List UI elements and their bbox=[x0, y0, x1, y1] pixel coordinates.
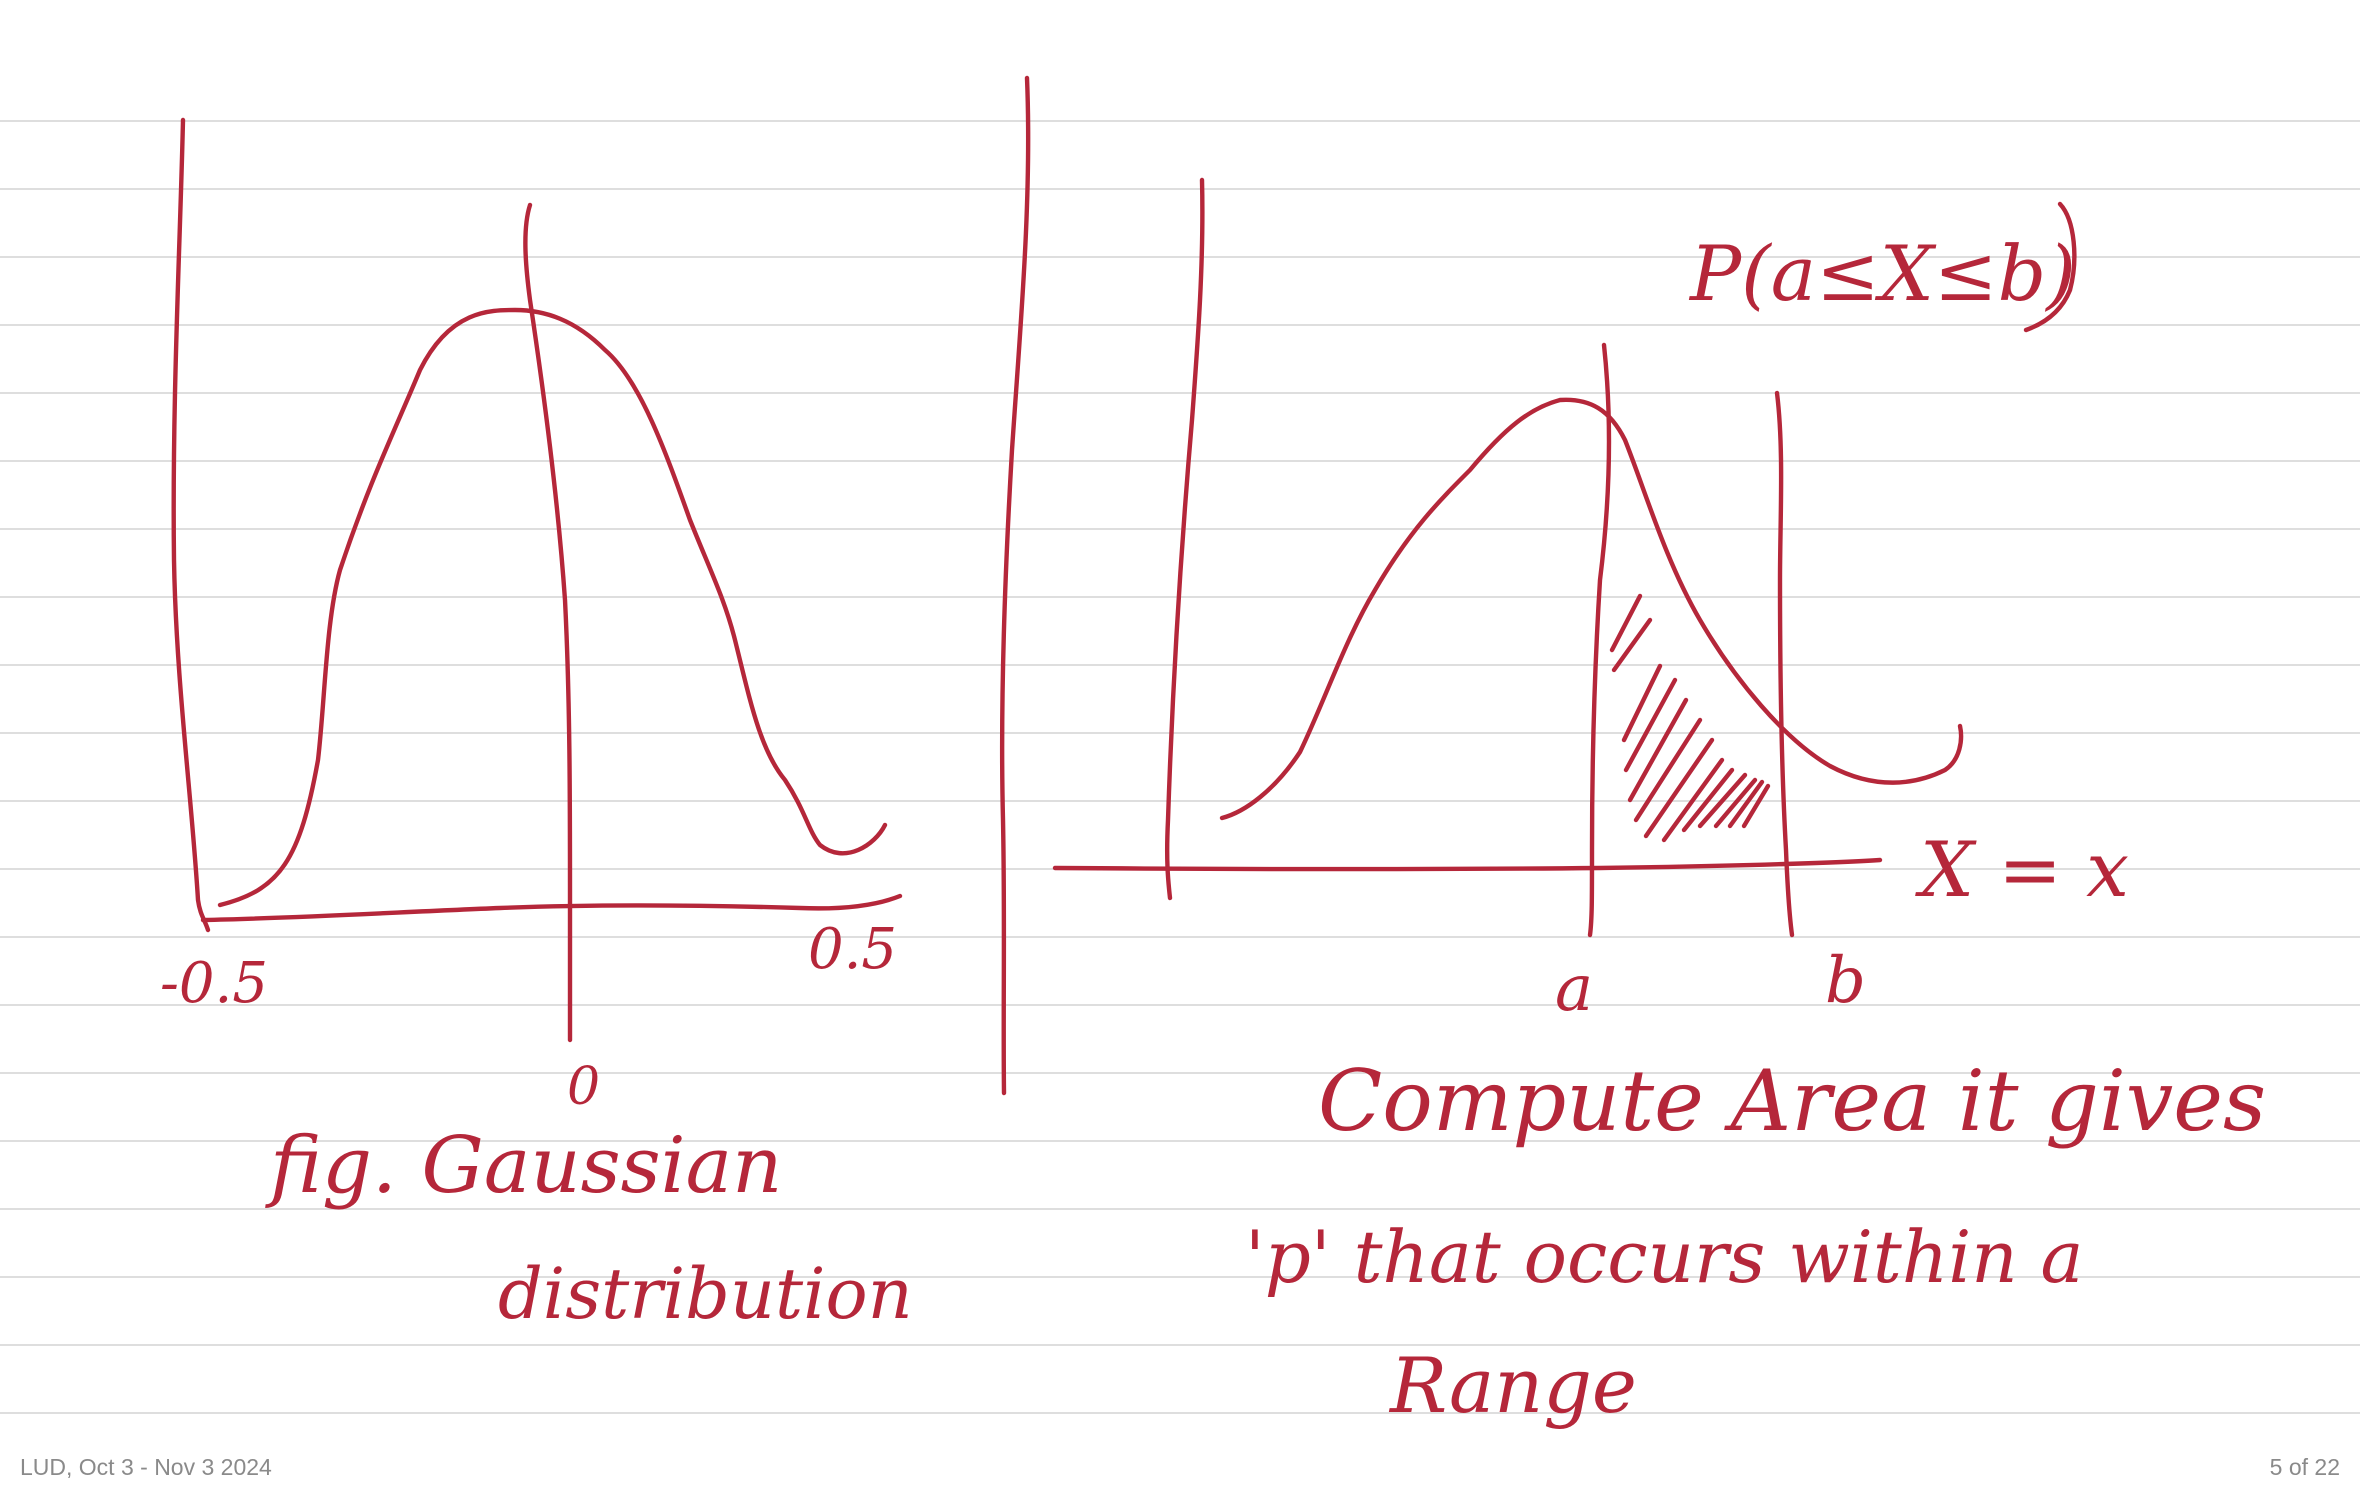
gaussian-plot bbox=[171, 117, 903, 1043]
b-line-stroke bbox=[1774, 390, 1795, 938]
b-label: b bbox=[1825, 944, 1866, 1018]
x-axis-stroke bbox=[200, 893, 903, 923]
divider-stroke bbox=[999, 75, 1031, 1096]
note-line-3: Range bbox=[1388, 1341, 1637, 1430]
a-line-stroke bbox=[1587, 342, 1612, 938]
prob-bracket-stroke bbox=[2023, 201, 2077, 333]
center-line-stroke bbox=[523, 202, 573, 1043]
note-line-2: 'p' that occurs within a bbox=[1245, 1215, 2083, 1299]
skewed-curve bbox=[1219, 397, 1964, 821]
page-indicator: 5 of 22 bbox=[2269, 1454, 2340, 1480]
shaded-area bbox=[1609, 593, 1771, 843]
probability-label: P(a≤X≤b) bbox=[1688, 229, 2076, 318]
x-axis-stroke bbox=[1052, 857, 1883, 872]
caption-line-1: fig. Gaussian bbox=[265, 1121, 782, 1211]
gaussian-curve bbox=[217, 307, 888, 908]
caption-line-2: distribution bbox=[498, 1253, 913, 1335]
y-axis-stroke bbox=[1164, 177, 1205, 901]
zero-tick-label: 0 bbox=[567, 1057, 600, 1117]
pos-tick-label: 0.5 bbox=[808, 917, 897, 982]
x-axis-label: X = x bbox=[1915, 825, 2129, 914]
area-plot bbox=[1052, 177, 2077, 938]
a-label: a bbox=[1555, 952, 1593, 1026]
y-axis-stroke bbox=[171, 117, 211, 933]
document-title: LUD, Oct 3 - Nov 3 2024 bbox=[20, 1454, 272, 1480]
neg-tick-label: -0.5 bbox=[160, 951, 268, 1016]
note-line-1: Compute Area it gives bbox=[1318, 1052, 2266, 1150]
